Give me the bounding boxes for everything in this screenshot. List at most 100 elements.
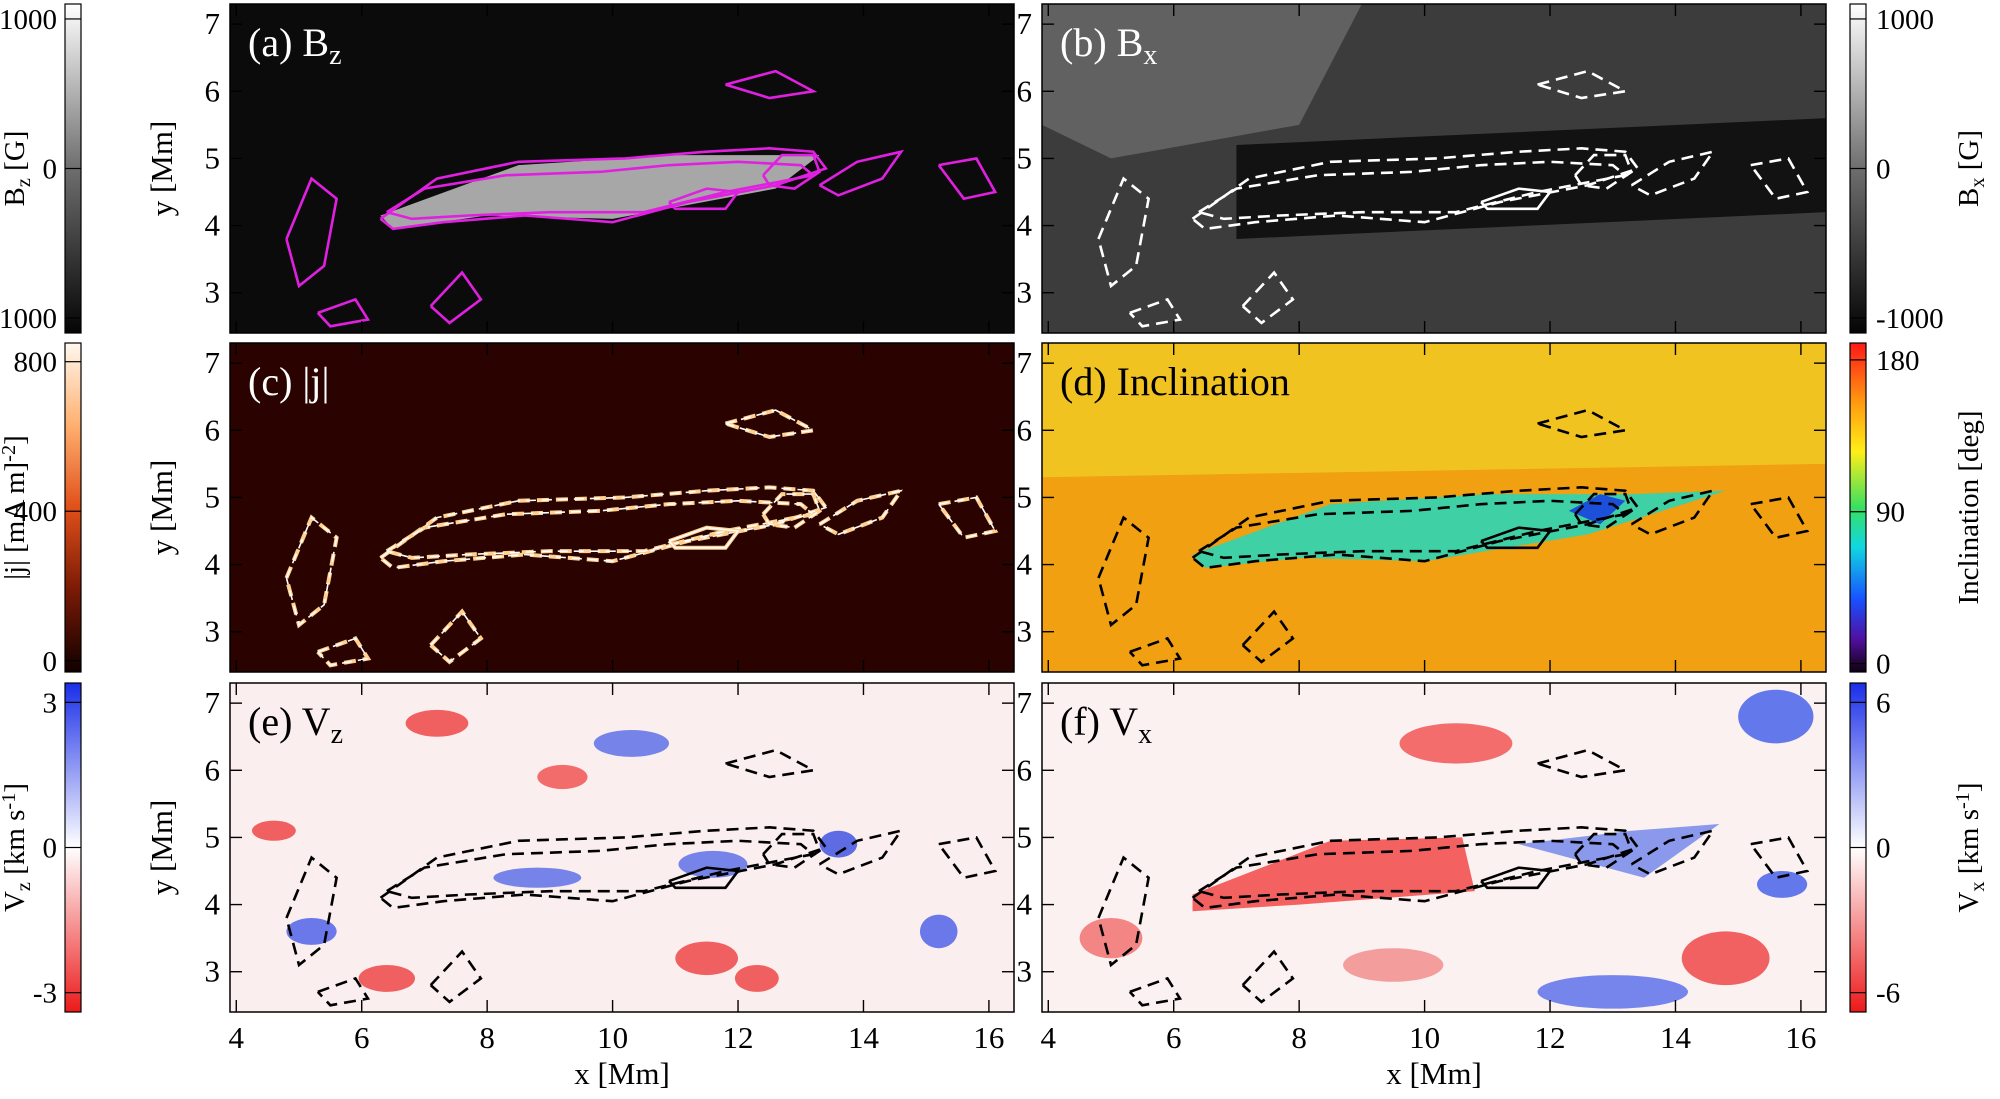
colorbar-tick-label: -1000 (0, 303, 57, 335)
contour-8 (1537, 748, 1630, 779)
contour-6 (429, 608, 484, 665)
colorbar-tick-label: 3 (43, 687, 58, 719)
y-tick-label: 4 (205, 547, 221, 582)
contour-0-outline (380, 486, 828, 569)
contour-9 (1749, 156, 1810, 201)
field-region (1568, 494, 1626, 525)
colorbar-d-bar (1849, 342, 1867, 673)
colorbar-tick-label: 0 (1876, 649, 1891, 681)
colorbar-a-label: Bz [G] (0, 131, 35, 207)
field-blob (1757, 871, 1808, 898)
colorbar-c-bar (64, 342, 82, 673)
x-tick-label: 14 (848, 1020, 880, 1055)
y-axis-label: y [Mm] (144, 460, 179, 556)
contour-0 (379, 147, 828, 231)
colorbar-c: 800 400 0 |j| [mA m]-2] (0, 342, 82, 678)
contour-4 (1630, 828, 1717, 876)
panel-c-field (230, 343, 1014, 672)
field-blob (919, 914, 958, 949)
x-axis-label: x [Mm] (1386, 1056, 1482, 1091)
y-tick-label: 3 (205, 614, 221, 649)
y-axis-label: y [Mm] (144, 800, 179, 896)
field-blob (819, 830, 858, 858)
contour-2 (1480, 187, 1553, 211)
contour-1 (386, 839, 817, 900)
contour-4 (818, 828, 905, 876)
contour-4-outline (819, 489, 903, 536)
contour-8 (1537, 408, 1630, 439)
y-axis-label: y [Mm] (144, 121, 179, 217)
field-blob (1738, 689, 1814, 744)
panel-a-field (230, 4, 1014, 333)
colorbar-tick-label: -3 (33, 978, 57, 1010)
y-tick-label: 4 (205, 208, 221, 243)
y-tick-label: 6 (205, 412, 221, 447)
contour-3 (1574, 492, 1634, 529)
contour-3 (762, 153, 822, 190)
contour-1 (1198, 160, 1629, 221)
contour-9-outline (938, 496, 997, 539)
panel-b-ticks (1042, 4, 1826, 333)
panel-c-ticks (230, 343, 1014, 672)
contour-9 (1749, 835, 1810, 880)
contour-3 (1574, 832, 1634, 869)
colorbar-tick-label: 0 (43, 646, 58, 678)
contour-3 (761, 492, 822, 530)
field-blob (358, 965, 416, 992)
contour-7 (316, 636, 372, 668)
contour-3-outline (762, 493, 821, 529)
x-tick-label: 6 (1166, 1020, 1182, 1055)
contour-2 (1480, 526, 1553, 550)
contour-6 (429, 949, 483, 1004)
colorbar-tick-label: 0 (43, 833, 58, 865)
colorbar-b: 1000 0 -1000 Bx [G] (1849, 3, 1989, 335)
y-tick-label: 6 (1017, 73, 1033, 108)
x-tick-label: 6 (354, 1020, 370, 1055)
colorbar-e: 3 0 -3 Vz [km s-1] (0, 682, 82, 1013)
field-blob (1537, 975, 1689, 1009)
contour-8 (725, 748, 818, 779)
contour-3 (762, 832, 822, 869)
colorbar-tick-label: 90 (1876, 497, 1905, 529)
x-tick-label: 16 (973, 1020, 1004, 1055)
panel-c-frame (229, 342, 1015, 673)
field-blob (493, 867, 582, 888)
contour-8-outline (725, 409, 816, 438)
y-tick-label: 4 (1017, 547, 1033, 582)
x-tick-label: 8 (1291, 1020, 1307, 1055)
x-tick-label: 14 (1660, 1020, 1692, 1055)
panel-e-title: (e) Vz (248, 699, 343, 750)
colorbar-tick-label: 180 (1876, 345, 1920, 377)
y-tick-label: 3 (205, 275, 221, 310)
y-tick-label: 6 (205, 73, 221, 108)
x-tick-label: 8 (479, 1020, 495, 1055)
contour-2 (668, 866, 741, 890)
colorbar-tick-label: 800 (14, 347, 58, 379)
y-tick-label: 6 (1017, 752, 1033, 787)
field-blob (593, 730, 670, 757)
y-tick-label: 4 (205, 887, 221, 922)
panel-a-ticks (230, 4, 1014, 333)
panel-f-ticks (1042, 683, 1826, 1012)
panel-e-ticks (230, 683, 1014, 1012)
y-tick-label: 5 (1017, 140, 1033, 175)
y-tick-label: 7 (1017, 345, 1033, 380)
y-tick-label: 3 (1017, 275, 1033, 310)
colorbar-tick-label: 0 (1876, 154, 1891, 186)
field-blob (405, 709, 469, 737)
contour-9 (937, 156, 998, 201)
panel-f-frame (1041, 682, 1827, 1013)
colorbar-tick-label: -6 (1876, 978, 1900, 1010)
y-tick-label: 7 (205, 345, 221, 380)
y-tick-label: 3 (1017, 954, 1033, 989)
field-blob (734, 965, 779, 992)
y-tick-label: 7 (205, 6, 221, 41)
contour-6 (1241, 949, 1295, 1004)
colorbar-d-label: Inclination [deg] (1953, 410, 1985, 604)
contour-1 (386, 160, 817, 221)
panel-a: 3 4 5 6 7 y [Mm] (a) Bz 1000 0 -1000 Bz [G] (0, 3, 1015, 335)
panel-e-field (230, 683, 1014, 1012)
x-tick-label: 16 (1785, 1020, 1816, 1055)
y-tick-label: 3 (1017, 614, 1033, 649)
y-tick-label: 7 (1017, 6, 1033, 41)
